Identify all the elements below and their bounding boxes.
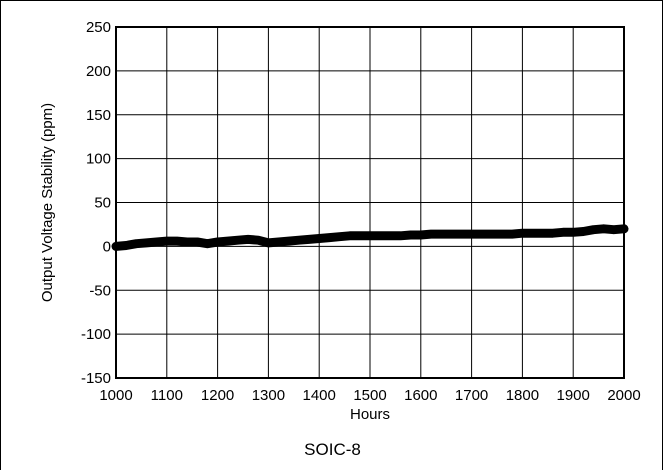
x-axis-label: Hours: [350, 406, 390, 423]
line-chart: 1000 1100 1200 1300 1400 1500 1600 1700 1800 1900…: [39, 19, 641, 423]
chart-caption: SOIC-8: [304, 440, 361, 459]
grid-lines: [115, 26, 625, 379]
y-tick-label: 200: [86, 63, 111, 80]
x-tick-label: 1600: [404, 387, 437, 404]
y-tick-labels: -150 -100 -50 0 50 100 150 200 250: [81, 19, 111, 387]
y-tick-label: -50: [89, 282, 111, 299]
y-tick-label: 150: [86, 107, 111, 124]
x-tick-label: 1800: [506, 387, 539, 404]
series-layer: [111, 224, 629, 251]
series-line: [111, 224, 629, 251]
x-tick-label: 1400: [303, 387, 336, 404]
x-tick-label: 1900: [557, 387, 590, 404]
plot-border: [115, 26, 625, 379]
y-tick-label: -100: [81, 326, 111, 343]
x-tick-labels: 1000 1100 1200 1300 1400 1500 1600 1700 1800 1900…: [99, 387, 640, 404]
y-tick-label: 0: [103, 238, 111, 255]
y-tick-label: 50: [94, 195, 111, 212]
y-tick-label: -150: [81, 370, 111, 387]
y-tick-label: 250: [86, 19, 111, 36]
x-tick-label: 1100: [151, 387, 183, 404]
x-tick-label: 1500: [353, 387, 386, 404]
x-tick-label: 1000: [99, 387, 132, 404]
x-tick-label: 1200: [201, 387, 234, 404]
x-tick-label: 2000: [607, 387, 640, 404]
x-tick-label: 1700: [455, 387, 488, 404]
x-tick-label: 1300: [252, 387, 285, 404]
y-axis-label: Output Voltage Stability (ppm): [39, 103, 56, 302]
y-tick-label: 100: [86, 151, 111, 168]
